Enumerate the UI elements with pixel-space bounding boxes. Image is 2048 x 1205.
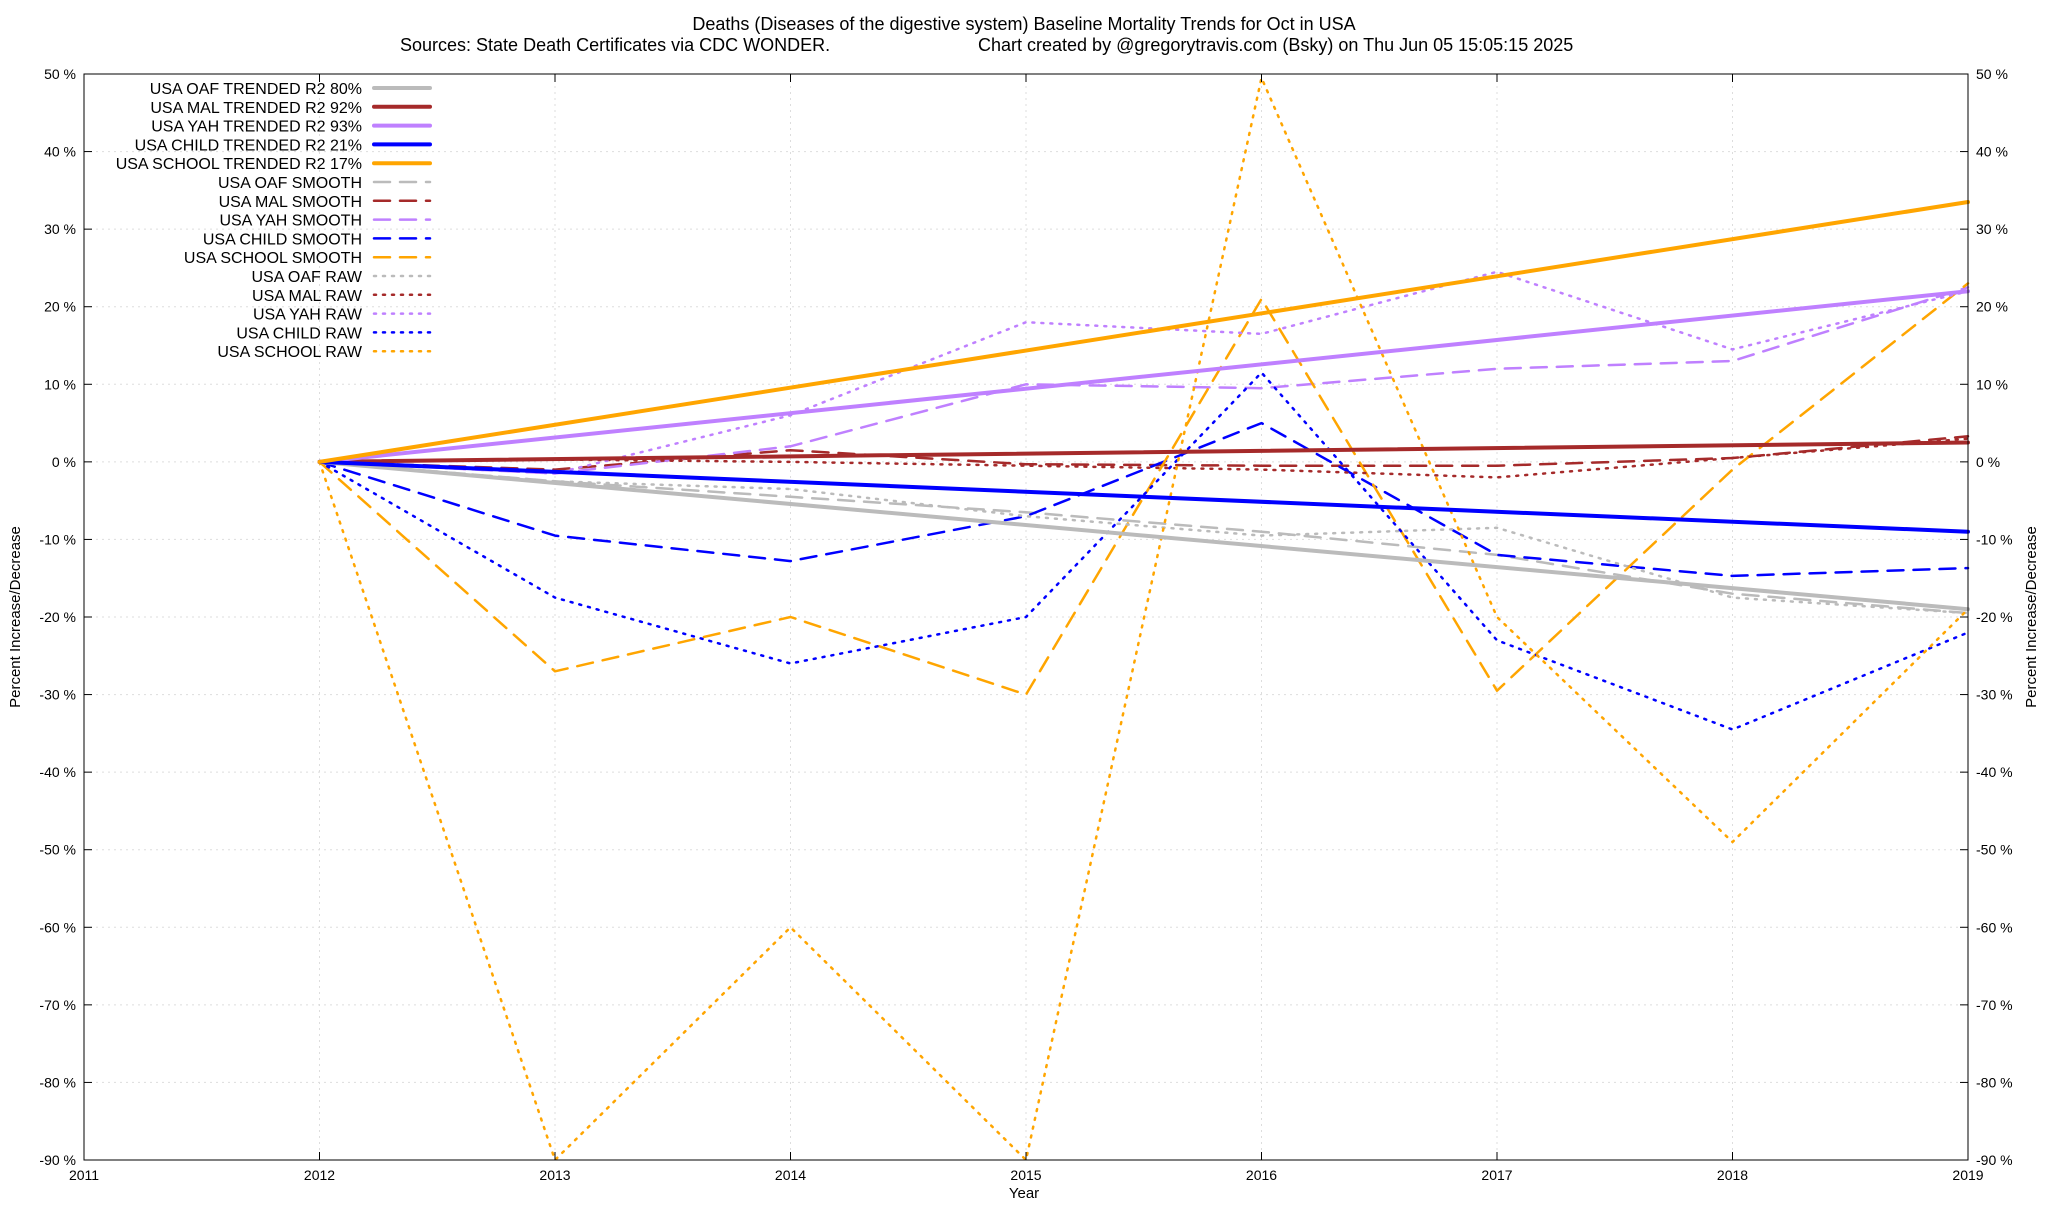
y-tick-label: -90 % (39, 1152, 76, 1168)
legend-label: USA CHILD TRENDED R2 21% (135, 137, 362, 154)
x-tick-label: 2019 (1952, 1167, 1983, 1183)
legend-label: USA OAF TRENDED R2 80% (150, 81, 362, 98)
series-line-usa-school-smooth (318, 282, 1970, 696)
y-tick-label: -80 % (39, 1074, 76, 1090)
y2-tick-label: 20 % (1976, 299, 2008, 315)
legend-label: USA CHILD RAW (236, 325, 363, 342)
y-tick-label: 30 % (44, 221, 76, 237)
series-line-usa-oaf-trended-r2-80 (317, 459, 1970, 612)
legend-label: USA OAF SMOOTH (218, 175, 362, 192)
y2-tick-label: -90 % (1976, 1152, 2013, 1168)
y-tick-label: 40 % (44, 144, 76, 160)
x-tick-label: 2017 (1481, 1167, 1512, 1183)
y-tick-label: 50 % (44, 66, 76, 82)
x-tick-label: 2018 (1717, 1167, 1748, 1183)
chart-subtitle-source: Sources: State Death Certificates via CD… (400, 35, 830, 55)
legend-label: USA SCHOOL SMOOTH (184, 250, 362, 267)
y-axis-right: 50 % 40 % 30 % 20 % 10 % 0 % -10 % -20 % -30 % -4… (1960, 66, 2013, 1168)
chart-title: Deaths (Diseases of the digestive system… (692, 14, 1355, 34)
x-tick-label: 2012 (304, 1167, 335, 1183)
legend-label: USA MAL RAW (252, 288, 363, 305)
series-line-usa-school-raw (318, 76, 1970, 1162)
y2-tick-label: 10 % (1976, 376, 2008, 392)
y2-tick-label: 0 % (1976, 454, 2000, 470)
y2-tick-label: 30 % (1976, 221, 2008, 237)
y-tick-label: -50 % (39, 842, 76, 858)
series-line-usa-child-smooth (318, 421, 1970, 578)
y-tick-label: -40 % (39, 764, 76, 780)
y-tick-label: -60 % (39, 919, 76, 935)
x-tick-label: 2011 (69, 1167, 99, 1183)
y-axis-label-right: Percent Increase/Decrease (2023, 526, 2040, 708)
y2-tick-label: -30 % (1976, 687, 2013, 703)
series-line-usa-yah-trended-r2-93 (317, 289, 1970, 464)
legend-label: USA SCHOOL RAW (217, 344, 363, 361)
y-axis-left: 50 % 40 % 30 % 20 % 10 % 0 % -10 % -20 % -30 % -4… (39, 66, 92, 1168)
x-axis-label: Year (1009, 1185, 1039, 1200)
x-tick-label: 2014 (775, 1167, 806, 1183)
y2-tick-label: -70 % (1976, 997, 2013, 1013)
y-tick-label: -30 % (39, 687, 76, 703)
y-tick-label: -70 % (39, 997, 76, 1013)
y2-tick-label: -80 % (1976, 1074, 2013, 1090)
legend-label: USA YAH RAW (253, 307, 363, 324)
y2-tick-label: -40 % (1976, 764, 2013, 780)
legend-label: USA YAH TRENDED R2 93% (151, 119, 362, 136)
x-tick-label: 2013 (539, 1167, 570, 1183)
series-line-usa-child-trended-r2-21 (317, 459, 1970, 534)
series-line-usa-yah-raw (318, 270, 1970, 475)
chart-subtitle-credit: Chart created by @gregorytravis.com (Bsk… (978, 35, 1573, 55)
y-tick-label: 20 % (44, 299, 76, 315)
series-line-usa-yah-smooth (318, 286, 1970, 475)
legend: USA OAF TRENDED R2 80% USA MAL TRENDED R2… (116, 81, 432, 361)
series-line-usa-mal-trended-r2-92 (317, 440, 1970, 464)
y-tick-label: 0 % (52, 454, 76, 470)
y-tick-label: -20 % (39, 609, 76, 625)
x-tick-label: 2016 (1246, 1167, 1277, 1183)
series-line-usa-child-raw (318, 371, 1970, 731)
x-axis: 2011 2012 2013 2014 2015 2016 2017 2018 2019 (69, 74, 1984, 1183)
y2-tick-label: -20 % (1976, 609, 2013, 625)
series-layer (317, 76, 1970, 1162)
y2-tick-label: -10 % (1976, 531, 2013, 547)
y2-tick-label: 40 % (1976, 144, 2008, 160)
y-tick-label: -10 % (39, 531, 76, 547)
legend-label: USA MAL SMOOTH (219, 194, 362, 211)
x-tick-label: 2015 (1010, 1167, 1041, 1183)
legend-label: USA OAF RAW (251, 269, 362, 286)
y2-tick-label: -60 % (1976, 919, 2013, 935)
y-axis-label-left: Percent Increase/Decrease (7, 526, 24, 708)
series-line-usa-mal-smooth (318, 435, 1970, 471)
y-tick-label: 10 % (44, 376, 76, 392)
legend-label: USA YAH SMOOTH (219, 213, 362, 230)
legend-label: USA MAL TRENDED R2 92% (150, 100, 362, 117)
y2-tick-label: 50 % (1976, 66, 2008, 82)
legend-label: USA CHILD SMOOTH (203, 231, 362, 248)
legend-label: USA SCHOOL TRENDED R2 17% (116, 156, 362, 173)
y2-tick-label: -50 % (1976, 842, 2013, 858)
series-line-usa-school-trended-r2-17 (317, 200, 1970, 464)
